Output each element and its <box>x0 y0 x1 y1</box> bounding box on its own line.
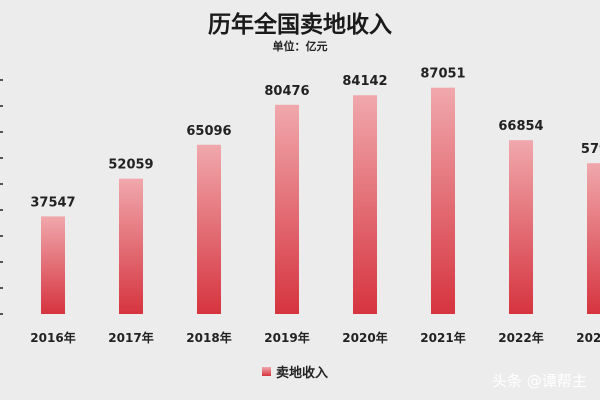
bar-2016年 <box>41 216 65 314</box>
category-label: 2021年 <box>420 330 465 345</box>
bar-2019年 <box>275 104 299 315</box>
chart-title: 历年全国卖地收入 <box>208 11 392 38</box>
chart-subtitle: 单位：亿元 <box>273 39 328 53</box>
legend-label: 卖地收入 <box>276 365 328 381</box>
bar-series <box>41 87 600 315</box>
watermark: 头条 @谭帮主 <box>492 372 587 390</box>
value-label: 65096 <box>186 124 231 139</box>
y-axis-ticks <box>0 79 3 315</box>
category-label: 2022年 <box>498 330 543 345</box>
category-labels: 2016年 2017年 2018年 2019年 2020年 2021年 2022年 2023年 <box>30 330 600 345</box>
watermark-text: 头条 @谭帮主 <box>492 372 587 390</box>
bar-2020年 <box>353 95 377 314</box>
y-tick-mark <box>0 235 3 237</box>
y-tick-mark <box>0 261 3 263</box>
value-label: 66854 <box>498 119 543 134</box>
value-label: 52059 <box>108 158 153 173</box>
legend-swatch <box>262 367 271 376</box>
legend: 卖地收入 <box>262 365 328 381</box>
value-labels: 37547 52059 65096 80476 84142 87051 66854 5799 <box>30 67 600 211</box>
y-tick-mark <box>0 183 3 185</box>
category-label: 2017年 <box>108 330 153 345</box>
y-tick-mark <box>0 131 3 133</box>
bar-2021年 <box>431 87 455 315</box>
category-label: 2016年 <box>30 330 75 345</box>
category-label: 2018年 <box>186 330 231 345</box>
value-label: 84142 <box>342 74 387 89</box>
value-label: 87051 <box>420 67 465 82</box>
bar-2017年 <box>119 178 143 314</box>
y-tick-mark <box>0 313 3 315</box>
bar-2018年 <box>197 144 221 314</box>
y-tick-mark <box>0 287 3 289</box>
value-label: 5799 <box>581 142 600 157</box>
bar-2022年 <box>509 140 533 314</box>
category-label: 2020年 <box>342 330 387 345</box>
value-label: 80476 <box>264 84 309 99</box>
value-label: 37547 <box>30 195 75 210</box>
category-label: 2019年 <box>264 330 309 345</box>
y-tick-mark <box>0 105 3 107</box>
category-label: 2023年 <box>576 330 600 345</box>
y-tick-mark <box>0 209 3 211</box>
bar-2023年 <box>587 163 600 314</box>
y-tick-mark <box>0 79 3 81</box>
y-tick-mark <box>0 157 3 159</box>
